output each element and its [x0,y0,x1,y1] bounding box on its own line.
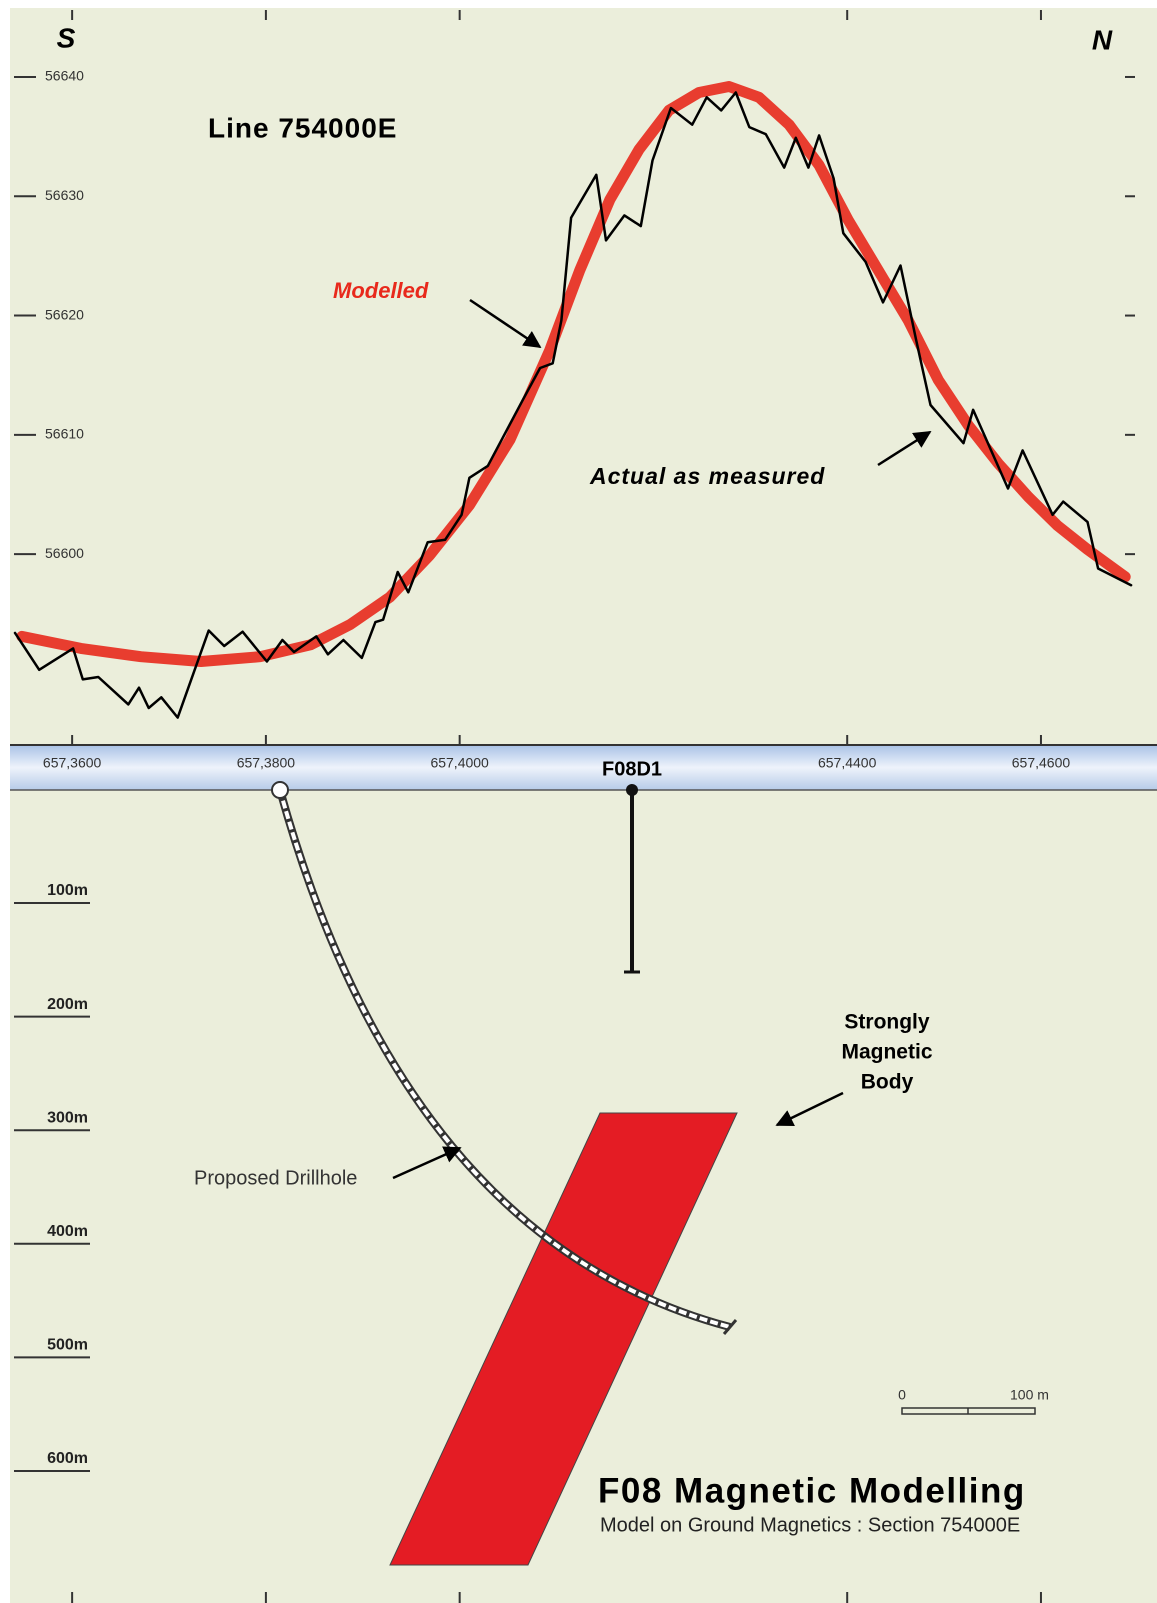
drillhole-label: Proposed Drillhole [194,1167,357,1189]
series-label: Modelled [333,278,429,303]
y-tick-label: 56620 [45,306,84,322]
body-label: Magnetic [841,1041,932,1064]
direction-north: N [1092,24,1113,55]
x-tick-label: 657,4600 [1012,755,1071,771]
x-tick-label: 657,4400 [818,755,877,771]
y-tick-label: 56610 [45,426,84,442]
y-tick-label: 56630 [45,187,84,203]
scale-label: 0 [898,1387,906,1403]
x-tick-label: 657,3800 [237,755,296,771]
arrow [877,430,932,467]
body-label: Strongly [844,1011,929,1034]
collar [626,784,638,796]
x-tick-label: 657,3600 [43,755,102,771]
depth-label: 100m [47,882,88,899]
scale-bar: 0 100 m [898,1387,1049,1415]
depth-scale: 100m 200m 300m 400m 500m 600m [14,882,90,1472]
scale-label: 100 m [1010,1387,1049,1403]
depth-label: 200m [47,996,88,1013]
measured-line [13,91,1133,719]
direction-south: S [57,22,76,53]
figure-title: F08 Magnetic Modelling [598,1471,1026,1510]
series-label: Actual as measured [589,463,825,489]
chart-title: Line 754000E [208,112,397,143]
collar [271,781,289,799]
magnetic-body [389,1112,738,1566]
body-label: Body [861,1071,914,1094]
depth-label: 500m [47,1337,88,1354]
drillhole-end [722,1319,738,1335]
figure-subtitle: Model on Ground Magnetics : Section 7540… [600,1514,1020,1536]
depth-label: 600m [47,1450,88,1467]
hole-label: F08D1 [602,758,662,780]
depth-label: 300m [47,1109,88,1126]
arrow [469,298,542,349]
axis-band [10,745,1157,790]
arrow [392,1146,462,1180]
depth-label: 400m [47,1223,88,1240]
x-tick-label: 657,4000 [430,755,489,771]
y-tick-label: 56640 [45,68,84,84]
profile-plot: 56600 56610 56620 56630 56640 657,3600 657,380… [13,10,1135,1603]
arrow [775,1091,844,1127]
y-tick-label: 56600 [45,545,84,561]
